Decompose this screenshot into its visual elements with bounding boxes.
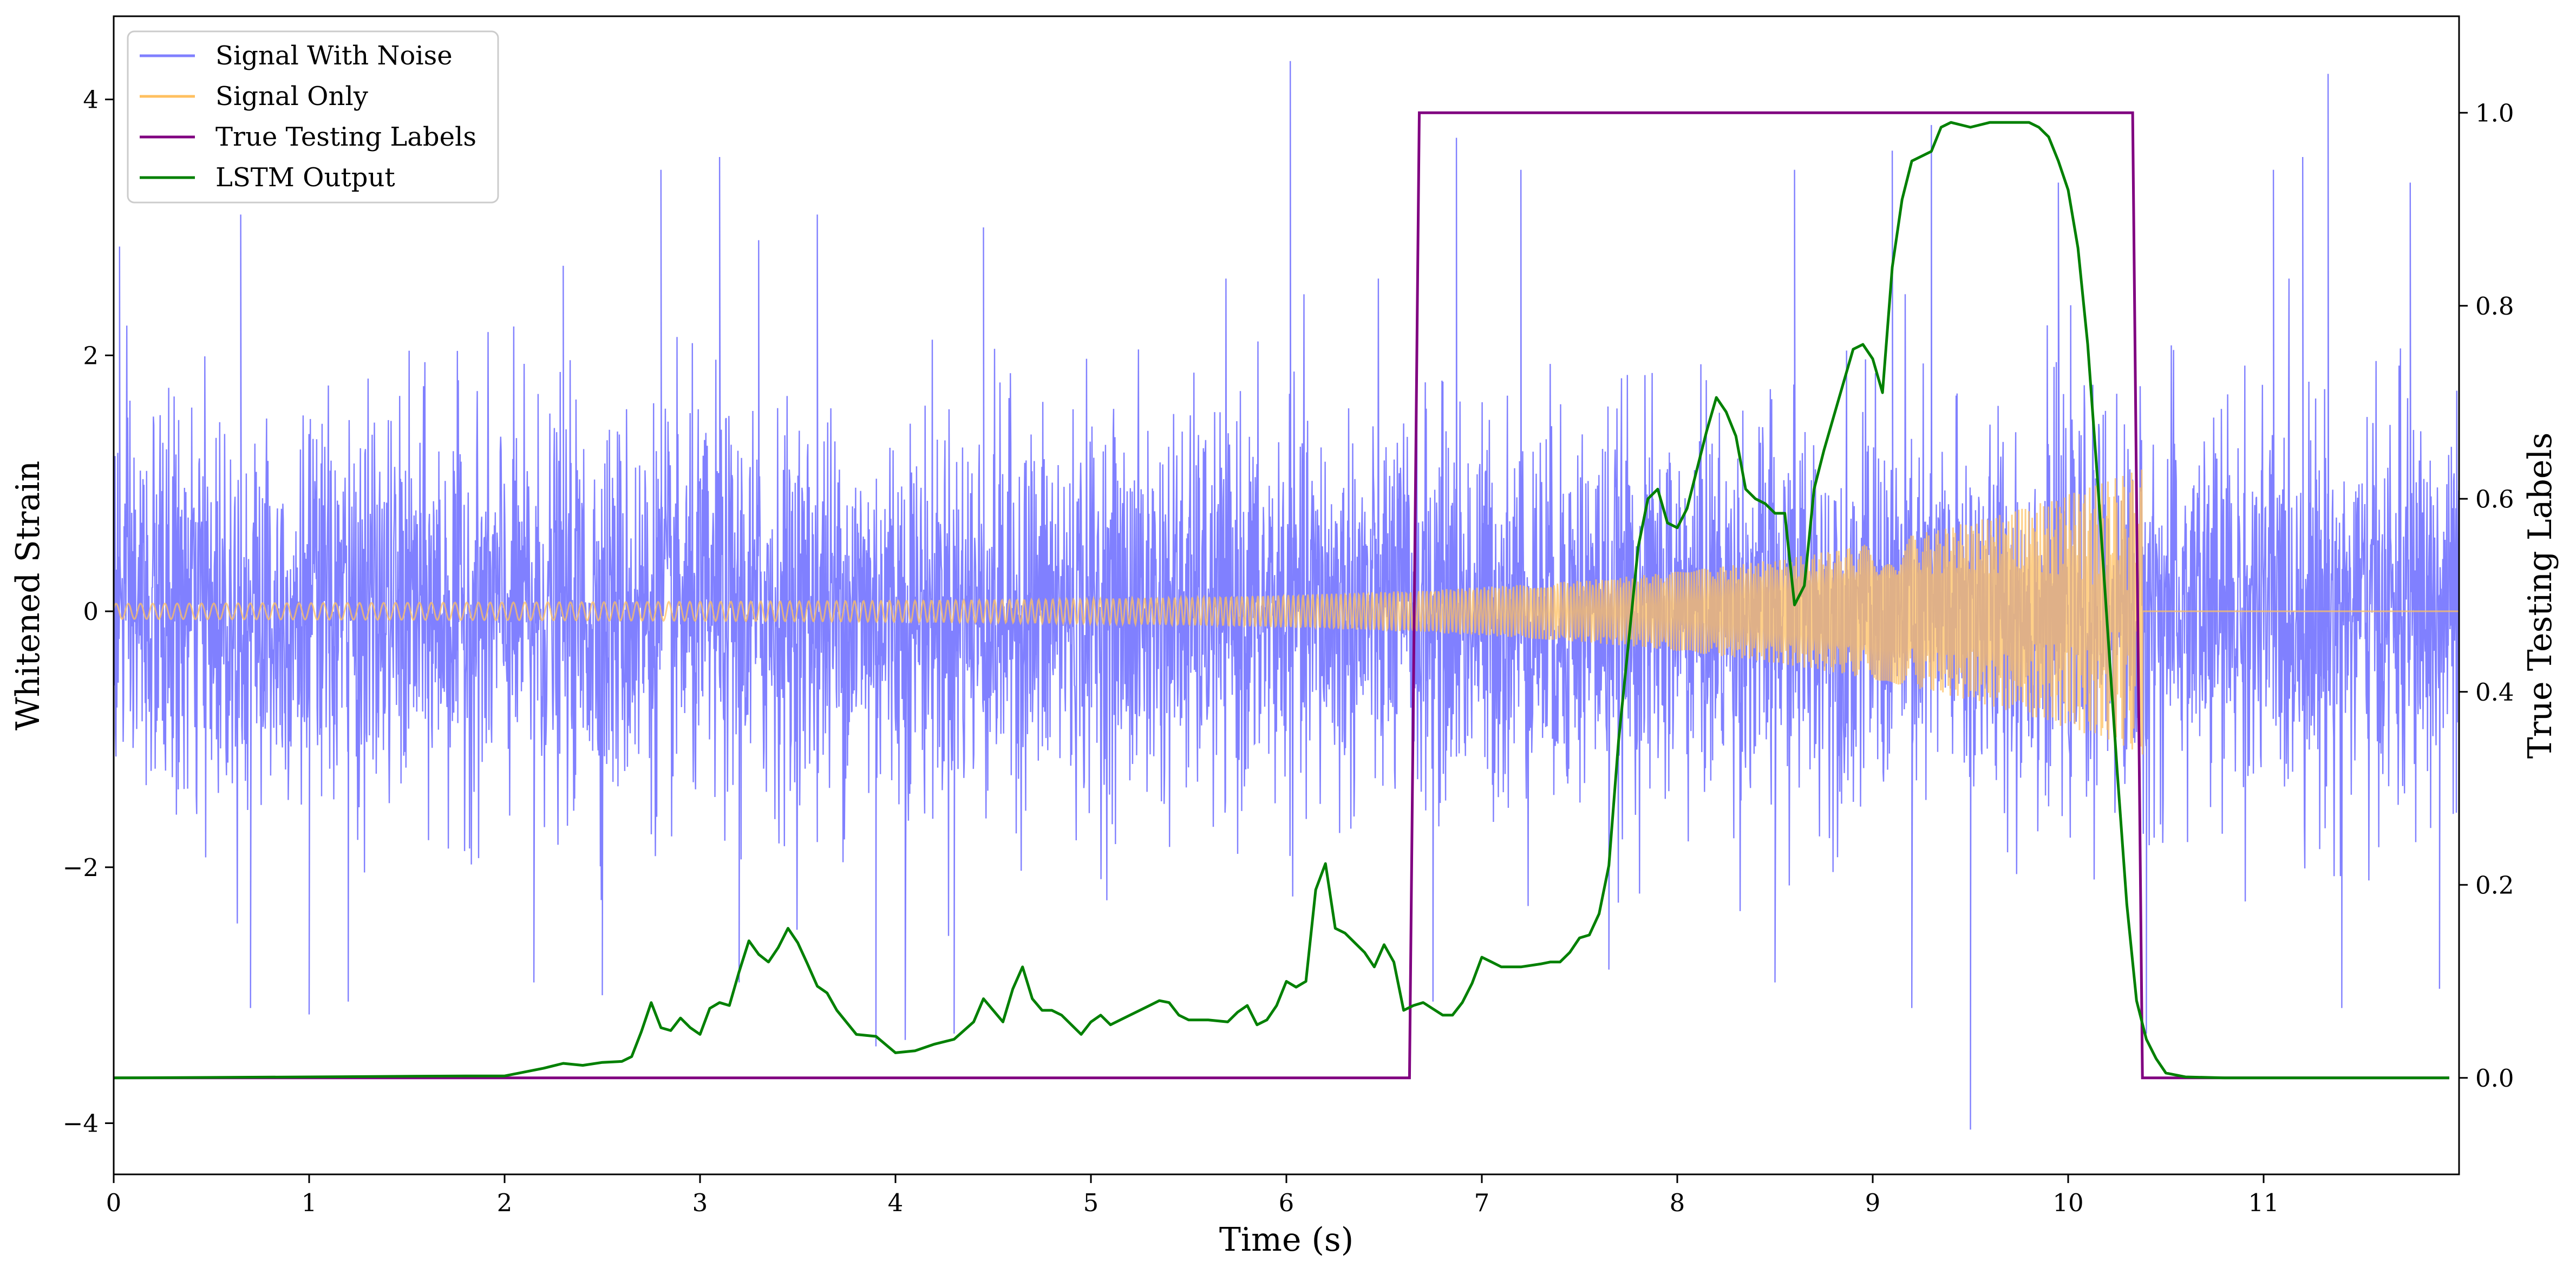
series-lstm-output	[114, 121, 2449, 1080]
legend-label-signal-with-noise: Signal With Noise	[215, 41, 453, 71]
y2-tick-label: 0.8	[2475, 292, 2514, 321]
x-tick-label: 1	[302, 1188, 317, 1217]
x-tick-label: 9	[1865, 1188, 1881, 1217]
y2-tick-label: 1.0	[2475, 99, 2514, 127]
y-tick-label: −2	[63, 853, 99, 882]
legend: Signal With Noise Signal Only True Testi…	[127, 30, 499, 204]
x-tick-label: 3	[692, 1188, 708, 1217]
x-tick-label: 10	[2052, 1188, 2083, 1217]
legend-box	[127, 30, 499, 204]
y2-axis-ticks: 0.0 0.2 0.4 0.6 0.8 1.0	[2459, 99, 2514, 1093]
x-axis-ticks: 0 1 2 3 4 5 6 7 8 9 10 11	[106, 1174, 2279, 1217]
x-tick-label: 11	[2248, 1188, 2279, 1217]
x-axis-title: Time (s)	[1219, 1221, 1354, 1259]
series-signal-with-noise	[114, 61, 2459, 1130]
y-tick-label: 0	[83, 597, 99, 626]
y2-tick-label: 0.6	[2475, 485, 2514, 513]
lstm-output-line	[114, 121, 2449, 1080]
x-tick-label: 6	[1279, 1188, 1294, 1217]
y2-tick-label: 0.0	[2475, 1064, 2514, 1093]
y-axis-title: Whitened Strain	[9, 461, 47, 730]
x-tick-label: 5	[1083, 1188, 1099, 1217]
y2-tick-label: 0.4	[2475, 678, 2514, 707]
x-tick-label: 4	[888, 1188, 904, 1217]
y-tick-label: −4	[63, 1109, 99, 1138]
x-tick-label: 0	[106, 1188, 122, 1217]
y-axis-ticks: −4 −2 0 2 4	[63, 86, 114, 1138]
x-tick-label: 7	[1474, 1188, 1490, 1217]
legend-label-signal-only: Signal Only	[215, 81, 368, 112]
y-tick-label: 4	[83, 86, 99, 114]
y2-tick-label: 0.2	[2475, 871, 2514, 899]
legend-label-lstm-output: LSTM Output	[215, 162, 395, 193]
signal-with-noise-line	[114, 61, 2459, 1130]
y-tick-label: 2	[83, 341, 99, 370]
x-tick-label: 8	[1670, 1188, 1685, 1217]
y2-axis-title: True Testing Labels	[2521, 433, 2559, 759]
legend-label-true-testing-labels: True Testing Labels	[215, 122, 476, 152]
x-tick-label: 2	[497, 1188, 513, 1217]
